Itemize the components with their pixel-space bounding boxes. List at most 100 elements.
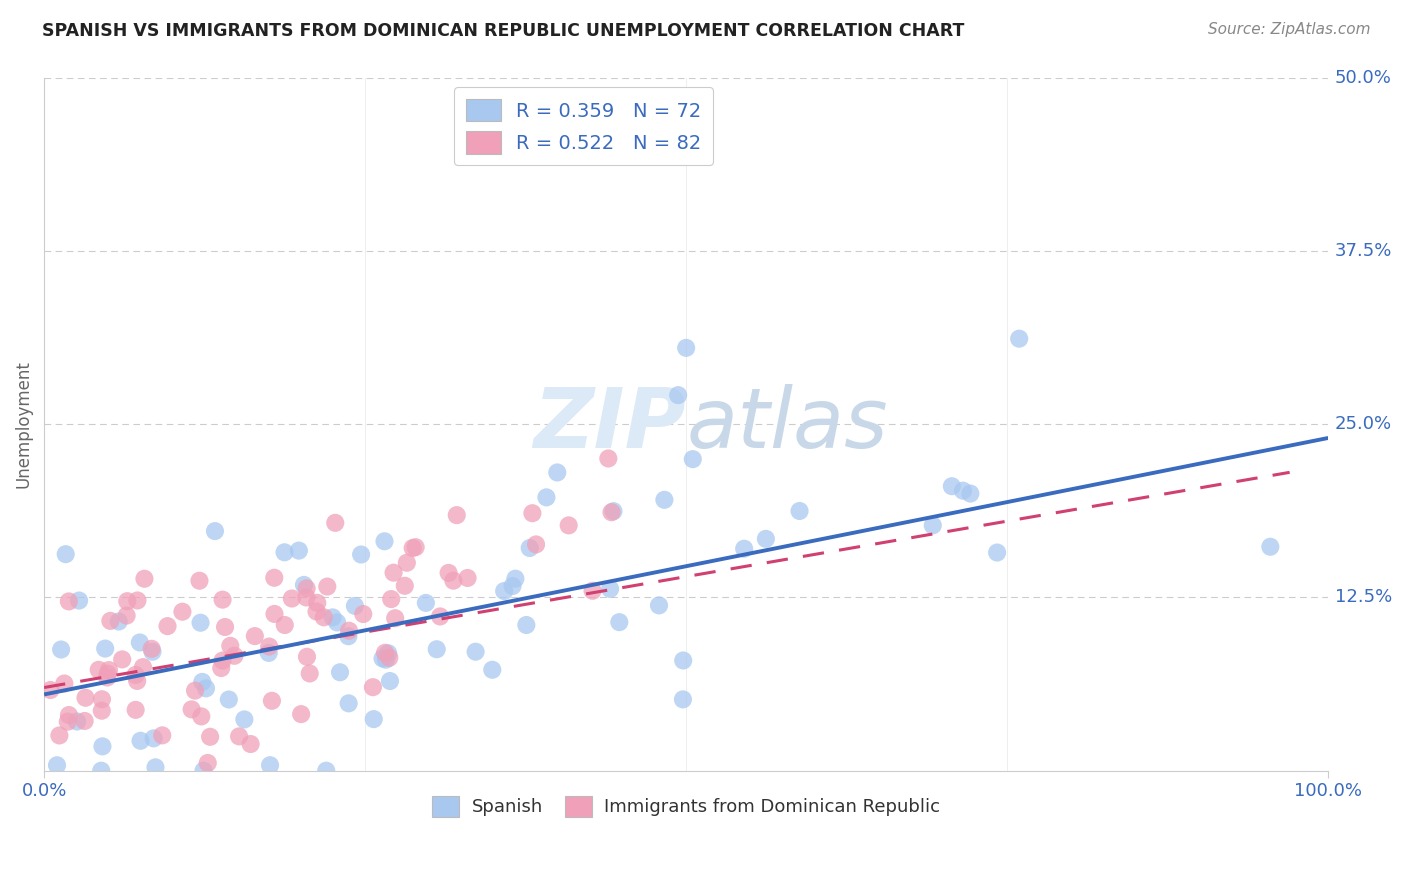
Point [67, 593, 90, 607]
Text: 50.0%: 50.0% [1334, 69, 1392, 87]
Point [437, 566, 460, 580]
Point [402, 541, 425, 555]
Point [315, 764, 337, 778]
Point [377, 646, 399, 660]
Point [91, 739, 114, 754]
Point [66, 714, 89, 729]
Point [607, 615, 630, 629]
Point [481, 663, 503, 677]
Point [599, 582, 621, 596]
Point [337, 697, 360, 711]
Point [1008, 332, 1031, 346]
Point [536, 491, 558, 505]
Point [263, 607, 285, 621]
Point [90, 704, 112, 718]
Point [789, 504, 811, 518]
Point [288, 543, 311, 558]
Point [73, 714, 96, 728]
Point [191, 674, 214, 689]
Point [395, 556, 418, 570]
Point [292, 578, 315, 592]
Point [127, 673, 149, 688]
Point [298, 666, 321, 681]
Point [316, 580, 339, 594]
Point [374, 646, 396, 660]
Point [190, 615, 212, 630]
Point [141, 645, 163, 659]
Point [97, 666, 120, 681]
Text: SPANISH VS IMMIGRANTS FROM DOMINICAN REPUBLIC UNEMPLOYMENT CORRELATION CHART: SPANISH VS IMMIGRANTS FROM DOMINICAN REP… [42, 22, 965, 40]
Point [371, 651, 394, 665]
Point [218, 692, 240, 706]
Point [239, 737, 262, 751]
Point [654, 492, 676, 507]
Point [224, 648, 246, 663]
Text: 37.5%: 37.5% [1334, 242, 1392, 260]
Point [98, 663, 121, 677]
Point [107, 615, 129, 629]
Point [682, 452, 704, 467]
Point [600, 505, 623, 519]
Point [378, 650, 401, 665]
Point [91, 692, 114, 706]
Point [546, 466, 568, 480]
Point [446, 508, 468, 523]
Point [128, 635, 150, 649]
Point [115, 608, 138, 623]
Point [290, 707, 312, 722]
Point [382, 566, 405, 580]
Point [733, 541, 755, 556]
Point [58, 594, 80, 608]
Point [156, 619, 179, 633]
Point [986, 545, 1008, 559]
Point [124, 703, 146, 717]
Point [257, 646, 280, 660]
Point [464, 645, 486, 659]
Point [322, 610, 344, 624]
Point [214, 620, 236, 634]
Point [502, 579, 524, 593]
Point [921, 518, 943, 533]
Point [188, 574, 211, 588]
Point [602, 504, 624, 518]
Point [145, 760, 167, 774]
Point [209, 661, 232, 675]
Point [941, 479, 963, 493]
Point [194, 681, 217, 696]
Point [405, 540, 427, 554]
Point [394, 579, 416, 593]
Point [350, 548, 373, 562]
Text: 25.0%: 25.0% [1334, 415, 1392, 434]
Point [281, 591, 304, 606]
Point [96, 671, 118, 685]
Point [75, 690, 97, 705]
Point [219, 639, 242, 653]
Point [211, 654, 233, 668]
Point [557, 518, 579, 533]
Text: Source: ZipAtlas.com: Source: ZipAtlas.com [1208, 22, 1371, 37]
Point [257, 640, 280, 654]
Point [273, 545, 295, 559]
Point [197, 756, 219, 770]
Point [111, 652, 134, 666]
Point [363, 712, 385, 726]
Point [132, 660, 155, 674]
Point [380, 592, 402, 607]
Point [312, 610, 335, 624]
Point [415, 596, 437, 610]
Point [666, 388, 689, 402]
Point [87, 663, 110, 677]
Point [211, 592, 233, 607]
Point [374, 653, 396, 667]
Point [755, 532, 778, 546]
Point [129, 733, 152, 747]
Point [494, 584, 516, 599]
Point [429, 609, 451, 624]
Point [307, 596, 329, 610]
Point [243, 629, 266, 643]
Point [524, 537, 547, 551]
Point [49, 642, 72, 657]
Point [150, 728, 173, 742]
Point [259, 758, 281, 772]
Point [55, 547, 77, 561]
